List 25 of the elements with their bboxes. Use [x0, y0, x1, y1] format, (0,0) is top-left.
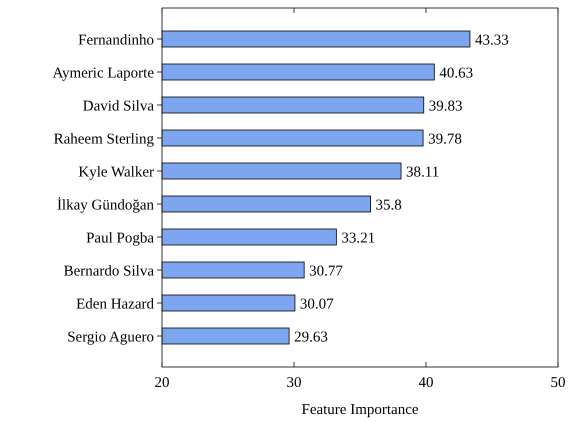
y-tick-label: Eden Hazard	[76, 296, 154, 312]
data-label: 43.33	[474, 32, 509, 48]
x-tick-label: 40	[418, 375, 434, 391]
data-label: 30.07	[300, 296, 334, 312]
y-tick-label: Bernardo Silva	[64, 263, 154, 280]
x-tick-label: 50	[550, 375, 566, 391]
data-label: 30.77	[309, 263, 344, 280]
data-label: 39.78	[428, 131, 462, 148]
data-label: 39.83	[428, 98, 463, 114]
data-label: 38.11	[406, 164, 440, 180]
y-tick-label: David Silva	[82, 98, 154, 114]
data-label: 40.63	[439, 65, 474, 82]
y-tick-label: Paul Pogba	[86, 230, 154, 246]
data-label: 29.63	[294, 329, 328, 346]
x-axis-title: Feature Importance	[301, 402, 419, 418]
y-tick-label: Aymeric Laporte	[52, 65, 154, 82]
y-tick-label: Fernandinho	[78, 32, 154, 48]
data-label: 33.21	[341, 230, 376, 246]
x-tick-label: 20	[154, 375, 170, 391]
data-label: 35.8	[376, 197, 402, 214]
x-tick-label: 30	[286, 375, 302, 391]
y-tick-label: Raheem Sterling	[54, 131, 154, 148]
y-tick-label: Sergio Aguero	[67, 329, 154, 346]
y-tick-label: Kyle Walker	[78, 164, 154, 180]
y-tick-label: İlkay Gündoğan	[56, 196, 154, 214]
